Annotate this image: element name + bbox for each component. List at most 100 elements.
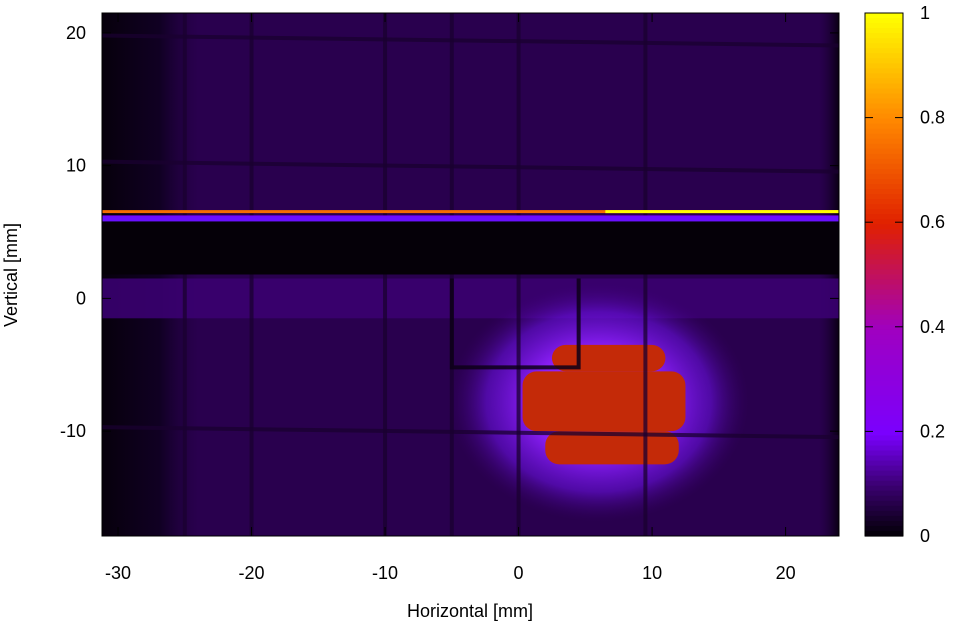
colorbar-tick-label: 0.2 — [920, 421, 945, 441]
colorbar-segment — [865, 199, 903, 205]
grid-shadow-line-horizontal — [102, 159, 839, 174]
colorbar-segment — [865, 194, 903, 200]
colorbar-segment — [865, 48, 903, 54]
colorbar-segment — [865, 178, 903, 185]
colorbar-segment — [865, 440, 903, 447]
colorbar-segment — [865, 73, 903, 79]
colorbar-segment — [865, 445, 903, 452]
colorbar-segment — [865, 88, 903, 95]
colorbar-segment — [865, 58, 903, 64]
colorbar-segment — [865, 329, 903, 336]
colorbar-segment — [865, 375, 903, 381]
colorbar-frame — [864, 12, 904, 537]
colorbar-segment — [865, 173, 903, 180]
y-tick-labels: -10 0 10 20 — [60, 23, 86, 441]
colorbar-segment — [865, 123, 903, 130]
colorbar-segment — [865, 349, 903, 356]
colorbar-segment — [865, 324, 903, 331]
colorbar-segment — [865, 264, 903, 271]
colorbar-segment — [865, 118, 903, 125]
colorbar-tick-labels: 0 0.2 0.4 0.6 0.8 1 — [920, 3, 945, 546]
colorbar-segment — [865, 128, 903, 135]
colorbar-segment — [865, 354, 903, 361]
colorbar-segment — [865, 204, 903, 210]
bright-line — [605, 210, 839, 214]
colorbar-segment — [865, 390, 903, 396]
heatmap-faint-band — [102, 278, 839, 319]
colorbar-segment — [865, 485, 903, 492]
colorbar-segment — [865, 415, 903, 421]
colorbar-segment — [865, 189, 903, 195]
heatmap-dark-band — [102, 221, 839, 275]
colorbar-segment — [865, 23, 903, 29]
colorbar-segment — [865, 475, 903, 482]
hot-spot-core-region — [522, 371, 686, 432]
colorbar-tick-label: 0 — [920, 526, 930, 546]
x-tick-label: 20 — [776, 563, 796, 583]
colorbar-segment — [865, 314, 903, 321]
y-tick-label: 0 — [76, 288, 86, 308]
x-tick-label: 0 — [514, 563, 524, 583]
colorbar-segment — [865, 385, 903, 391]
colorbar-segment — [865, 254, 903, 261]
colorbar-segment — [865, 294, 903, 301]
colorbar-segment — [865, 224, 903, 230]
y-tick-label: 10 — [66, 156, 86, 176]
shadow-bracket — [449, 278, 581, 370]
colorbar-segment — [865, 339, 903, 346]
colorbar-segment — [865, 410, 903, 416]
x-tick-label: -30 — [105, 563, 131, 583]
colorbar-segment — [865, 28, 903, 34]
colorbar-segment — [865, 214, 903, 220]
colorbar-segment — [865, 158, 903, 165]
colorbar-segment — [865, 138, 903, 145]
colorbar-segment — [865, 365, 903, 371]
colorbar-segment — [865, 163, 903, 170]
colorbar-tick-label: 0.6 — [920, 212, 945, 232]
y-axis-label: Vertical [mm] — [1, 223, 21, 327]
colorbar-segment — [865, 68, 903, 74]
colorbar-segment — [865, 63, 903, 69]
colorbar-segment — [865, 304, 903, 311]
colorbar-segment — [865, 133, 903, 140]
colorbar-segment — [865, 460, 903, 467]
colorbar-segment — [865, 480, 903, 487]
colorbar-segment — [865, 425, 903, 431]
colorbar-segment — [865, 38, 903, 44]
colorbar-segment — [865, 13, 903, 19]
colorbar-segment — [865, 510, 903, 517]
colorbar-segment — [865, 219, 903, 225]
axis-ticks — [102, 13, 839, 536]
colorbar — [864, 12, 904, 537]
colorbar-segment — [865, 234, 903, 240]
colorbar-segment — [865, 108, 903, 115]
colorbar-tick-label: 0.4 — [920, 317, 945, 337]
colorbar-segment — [865, 465, 903, 472]
colorbar-segment — [865, 344, 903, 351]
plot-frame — [101, 12, 840, 537]
colorbar-segment — [865, 299, 903, 306]
colorbar-segment — [865, 33, 903, 39]
colorbar-segment — [865, 455, 903, 462]
colorbar-segment — [865, 395, 903, 401]
colorbar-segment — [865, 500, 903, 507]
colorbar-segment — [865, 143, 903, 150]
colorbar-segment — [865, 103, 903, 110]
x-tick-label: -10 — [372, 563, 398, 583]
colorbar-segment — [865, 525, 903, 532]
colorbar-segment — [865, 470, 903, 477]
colorbar-segment — [865, 93, 903, 100]
colorbar-segment — [865, 239, 903, 245]
colorbar-segment — [865, 168, 903, 175]
colorbar-segment — [865, 309, 903, 316]
colorbar-segment — [865, 450, 903, 457]
colorbar-segment — [865, 430, 903, 437]
colorbar-segment — [865, 505, 903, 512]
colorbar-segment — [865, 289, 903, 296]
colorbar-segment — [865, 113, 903, 120]
colorbar-tick-label: 0.8 — [920, 108, 945, 128]
colorbar-segment — [865, 284, 903, 291]
colorbar-segment — [865, 495, 903, 502]
heatmap-plot-area — [102, 13, 839, 536]
colorbar-segment — [865, 183, 903, 190]
